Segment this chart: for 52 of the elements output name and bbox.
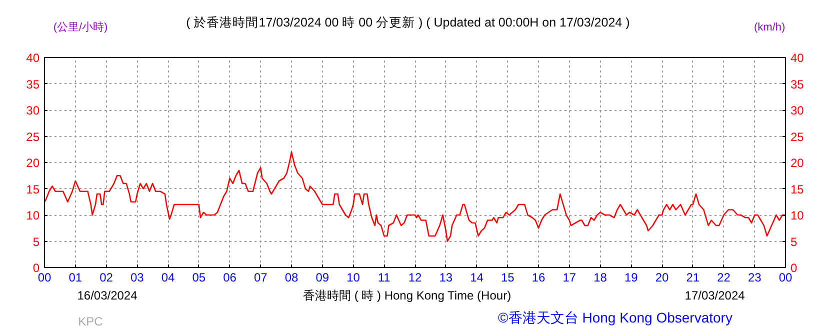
text: ©香港天文台 Hong Kong Observatory <box>498 310 732 326</box>
x-axis-title: 香港時間 ( 時 ) Hong Kong Time (Hour) <box>303 288 512 302</box>
chart-title: ( 於香港時間17/03/2024 00 時 00 分更新 ) ( Updated at 00:00H on 17/03/2024 ) <box>186 16 630 30</box>
text: 17/03/2024 <box>684 288 746 302</box>
text: KPC <box>78 314 104 328</box>
x-tick-label: 05 <box>192 270 206 284</box>
x-tick-label: 07 <box>254 270 268 284</box>
y-tick-label: 20 <box>26 156 40 170</box>
x-tick-label: 21 <box>686 270 700 284</box>
y-tick-label: 25 <box>26 130 40 144</box>
x-tick-label: 00 <box>38 270 52 284</box>
y-tick-label: 15 <box>26 182 40 196</box>
x-tick-label: 17 <box>562 270 576 284</box>
y-tick-label: 30 <box>26 104 40 118</box>
x-tick-label: 08 <box>284 270 298 284</box>
line-series <box>44 151 786 242</box>
y2-tick-label: 25 <box>790 130 804 144</box>
y-tick-label: 35 <box>26 77 40 92</box>
x-tick-label: 16 <box>532 270 546 284</box>
x-tick-label: 14 <box>470 270 484 284</box>
y2-tick-label: 10 <box>790 208 804 222</box>
y2-tick-label: 40 <box>790 51 804 65</box>
y-tick-label: 40 <box>26 51 40 65</box>
x-tick-label: 09 <box>316 270 330 284</box>
x-tick-label: 03 <box>130 270 144 284</box>
x-tick-label: 02 <box>100 270 114 284</box>
x-tick-label: 04 <box>161 270 175 284</box>
x-tick-label: 06 <box>223 270 237 284</box>
y2-tick-label: 15 <box>790 182 804 196</box>
x-tick-label: 19 <box>624 270 638 284</box>
x-tick-label: 01 <box>68 270 82 284</box>
y2-tick-label: 35 <box>790 77 804 92</box>
x-tick-label: 00 <box>778 270 792 284</box>
x-tick-label: 23 <box>748 270 762 284</box>
y-tick-label: 10 <box>26 208 40 222</box>
x-tick-label: 11 <box>378 270 391 284</box>
x-tick-label: 18 <box>594 270 608 284</box>
y2-tick-label: 5 <box>790 234 798 249</box>
y-tick-label: 5 <box>32 234 40 249</box>
x-tick-label: 15 <box>500 270 515 284</box>
y-tick-label: 0 <box>32 261 40 275</box>
x-tick-label: 20 <box>655 270 669 284</box>
y2-tick-label: 20 <box>790 156 804 170</box>
x-tick-label: 22 <box>717 270 731 284</box>
y2-tick-label: 0 <box>790 261 798 275</box>
y2-axis-title: (km/h) <box>754 22 786 34</box>
y2-tick-label: 30 <box>790 104 804 118</box>
x-tick-label: 12 <box>408 270 422 284</box>
text: 16/03/2024 <box>77 288 138 302</box>
x-tick-label: 13 <box>439 270 453 284</box>
y-axis-title: (公里/小時) <box>53 20 108 34</box>
x-tick-label: 10 <box>346 270 360 284</box>
